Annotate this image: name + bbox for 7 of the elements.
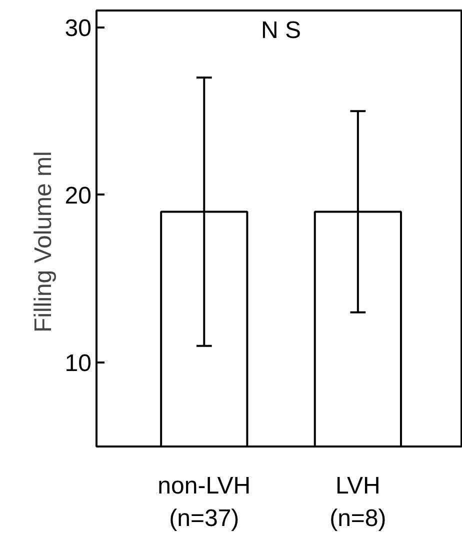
y-tick-label: 20 [64, 182, 92, 210]
x-tick-label: non-LVH (n=37) [158, 472, 251, 532]
annotation: N S [261, 17, 302, 44]
y-axis-title: Filling Volume ml [30, 151, 57, 333]
y-tick-label: 10 [64, 350, 92, 378]
y-tick-label: 30 [64, 14, 92, 42]
x-tick-label: LVH (n=8) [330, 472, 386, 532]
